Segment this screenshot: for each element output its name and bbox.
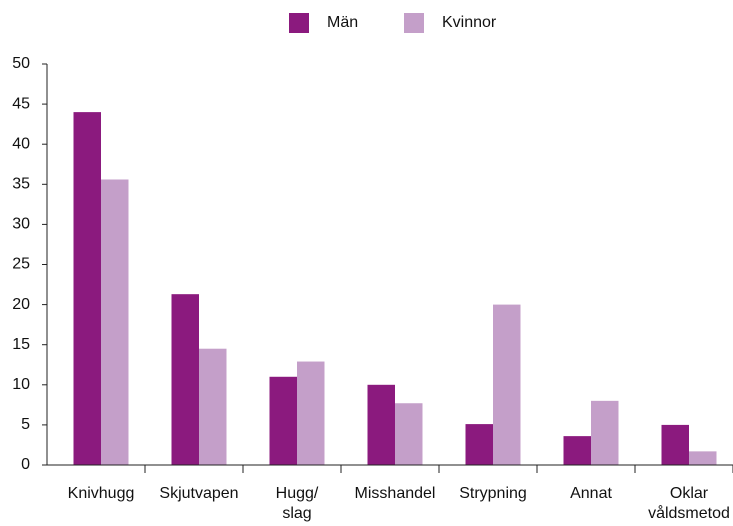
bar xyxy=(661,424,689,465)
y-tick-label: 10 xyxy=(12,376,30,393)
legend-label: Män xyxy=(327,14,358,31)
bar xyxy=(297,361,325,465)
bar xyxy=(591,400,619,465)
y-tick-label: 45 xyxy=(12,95,30,112)
bar xyxy=(269,376,297,465)
bar xyxy=(689,451,717,465)
y-tick-label: 15 xyxy=(12,336,30,353)
x-tick-label: Oklar våldsmetod xyxy=(648,485,730,522)
y-tick-label: 50 xyxy=(12,55,30,72)
bar xyxy=(367,384,395,465)
y-tick-label: 5 xyxy=(21,416,30,433)
x-tick-label: Annat xyxy=(570,485,612,502)
x-tick-label: Misshandel xyxy=(355,485,436,502)
y-tick-label: 40 xyxy=(12,135,30,152)
bar xyxy=(73,112,101,466)
bar xyxy=(101,179,129,465)
bar xyxy=(563,436,591,465)
x-tick-label: Hugg/slag xyxy=(276,485,319,522)
y-tick-label: 35 xyxy=(12,176,30,193)
x-tick-label: Strypning xyxy=(459,485,527,502)
x-tick-label: Skjutvapen xyxy=(159,485,238,502)
legend-swatch xyxy=(289,13,309,33)
y-tick-label: 25 xyxy=(12,256,30,273)
bar xyxy=(493,304,521,465)
legend-label: Kvinnor xyxy=(442,14,497,31)
bar xyxy=(465,424,493,465)
bar xyxy=(171,294,199,465)
bar xyxy=(395,403,423,465)
bar xyxy=(199,348,227,465)
x-tick-label: Knivhugg xyxy=(68,485,135,502)
y-tick-label: 30 xyxy=(12,216,30,233)
y-tick-label: 20 xyxy=(12,296,30,313)
legend-swatch xyxy=(404,13,424,33)
y-tick-label: 0 xyxy=(21,456,30,473)
